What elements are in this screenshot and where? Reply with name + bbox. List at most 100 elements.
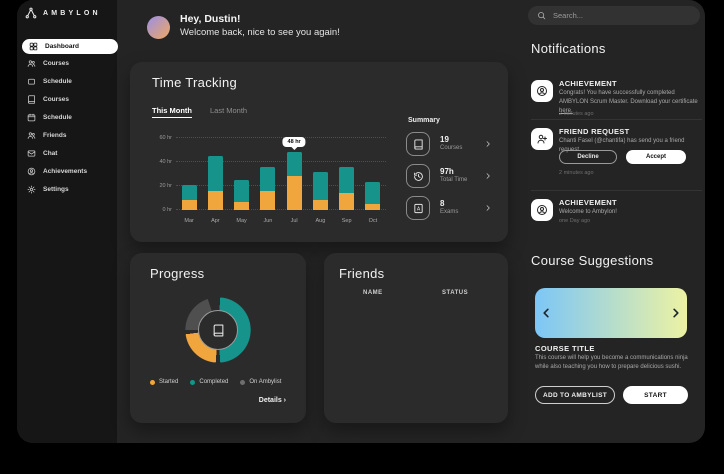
sidebar-item-settings-8[interactable]: Settings bbox=[17, 180, 117, 198]
search-input[interactable] bbox=[553, 11, 691, 20]
node-graph-icon bbox=[25, 7, 37, 19]
sidebar-item-label: Settings bbox=[43, 185, 69, 193]
sidebar-item-dashboard-0[interactable]: Dashboard bbox=[22, 39, 118, 54]
progress-donut-center bbox=[198, 310, 238, 350]
bar-may[interactable] bbox=[229, 138, 255, 210]
chart-xtick: May bbox=[236, 218, 247, 224]
bar-segment-completed bbox=[339, 166, 355, 194]
envelope-icon bbox=[27, 149, 36, 158]
notification-achievement-0: ACHIEVEMENT Congrats! You have successful… bbox=[531, 78, 703, 118]
summary-title: Summary bbox=[408, 117, 440, 124]
bar-segment-started bbox=[365, 204, 381, 210]
accept-button[interactable]: Accept bbox=[626, 150, 686, 164]
notification-type: ACHIEVEMENT bbox=[559, 198, 617, 207]
bar-segment-completed bbox=[234, 180, 250, 202]
summary-label: Courses bbox=[440, 145, 463, 151]
sidebar-item-label: Courses bbox=[43, 95, 70, 103]
summary-item-exams[interactable]: A 8 Exams bbox=[406, 196, 492, 220]
chart-xtick: Apr bbox=[211, 218, 220, 224]
exam-icon: A bbox=[406, 196, 430, 220]
bar-segment-completed bbox=[260, 166, 276, 191]
notifications-heading: Notifications bbox=[531, 41, 606, 56]
notification-time: one Day ago bbox=[559, 218, 591, 224]
bar-segment-started bbox=[286, 176, 302, 210]
bar-apr[interactable] bbox=[202, 138, 228, 210]
start-course-button[interactable]: START bbox=[623, 386, 688, 404]
sidebar-item-courses-3[interactable]: Courses bbox=[17, 90, 117, 108]
sidebar-item-achievements-7[interactable]: Achievements bbox=[17, 162, 117, 180]
time-tracking-card: Time Tracking This Month Last Month 0 hr… bbox=[130, 62, 508, 242]
bar-jun[interactable] bbox=[255, 138, 281, 210]
chart-ytick: 20 hr bbox=[159, 183, 172, 189]
course-title: COURSE TITLE bbox=[535, 344, 595, 353]
bar-segment-started bbox=[234, 201, 250, 210]
notification-body: Welcome to Ambylon! bbox=[559, 209, 617, 215]
friends-col-name: NAME bbox=[363, 290, 383, 296]
sidebar-item-schedule-2[interactable]: Schedule bbox=[17, 72, 117, 90]
sidebar-item-schedule-4[interactable]: Schedule bbox=[17, 108, 117, 126]
bar-mar[interactable] bbox=[176, 138, 202, 210]
sidebar-item-courses-1[interactable]: Courses bbox=[17, 54, 117, 72]
tab-this-month[interactable]: This Month bbox=[152, 106, 192, 118]
notification-actions: Decline Accept bbox=[559, 150, 686, 164]
carousel-prev-icon[interactable] bbox=[541, 305, 552, 321]
badge-icon bbox=[27, 167, 36, 176]
carousel-next-icon[interactable] bbox=[670, 305, 681, 321]
chart-ytick: 40 hr bbox=[159, 159, 172, 165]
clock-history-icon bbox=[406, 164, 430, 188]
sidebar-item-friends-5[interactable]: Friends bbox=[17, 126, 117, 144]
bar-segment-completed bbox=[286, 152, 302, 177]
chart-gridline bbox=[176, 161, 386, 162]
book-icon bbox=[27, 94, 36, 104]
progress-details-link[interactable]: Details › bbox=[258, 397, 286, 404]
sidebar-item-label: Dashboard bbox=[45, 43, 79, 50]
bar-segment-completed bbox=[365, 182, 381, 204]
bar-segment-started bbox=[312, 200, 328, 210]
legend-label: On Ambylist bbox=[249, 379, 282, 385]
summary-label: Total Time bbox=[440, 177, 468, 183]
chevron-right-icon bbox=[484, 140, 492, 148]
legend-item-started: Started bbox=[150, 379, 178, 385]
summary-value: 19 bbox=[440, 135, 449, 144]
summary-label: Exams bbox=[440, 209, 459, 215]
decline-button[interactable]: Decline bbox=[559, 150, 617, 164]
sidebar-item-label: Schedule bbox=[43, 77, 72, 85]
sidebar-item-label: Schedule bbox=[43, 113, 72, 121]
course-suggestions-heading: Course Suggestions bbox=[531, 253, 654, 268]
chart-ytick: 60 hr bbox=[159, 135, 172, 141]
bar-segment-completed bbox=[207, 156, 223, 191]
chart-xlabels: Mar Apr May Jun Jul Aug Sep Oct bbox=[176, 218, 386, 224]
greeting-subtitle: Welcome back, nice to see you again! bbox=[180, 27, 340, 38]
summary-item-total-time[interactable]: 97h Total Time bbox=[406, 164, 492, 188]
notification-divider bbox=[531, 119, 702, 120]
add-to-ambylist-button[interactable]: ADD TO AMBYLIST bbox=[535, 386, 615, 404]
progress-card: Progress Started Completed On Ambylist Det… bbox=[130, 253, 306, 423]
brand-name: AMBYLON bbox=[43, 9, 101, 17]
time-tracking-title: Time Tracking bbox=[152, 75, 238, 90]
chart-xtick: Jul bbox=[290, 218, 298, 224]
sidebar-nav: Dashboard Courses Schedule Courses Schedule F… bbox=[17, 39, 118, 198]
bar-sep[interactable] bbox=[334, 138, 360, 210]
chart-xtick: Oct bbox=[368, 218, 378, 224]
summary-value: 8 bbox=[440, 199, 445, 208]
tab-last-month[interactable]: Last Month bbox=[210, 106, 248, 115]
bar-aug[interactable] bbox=[307, 138, 333, 210]
course-suggestion-carousel[interactable] bbox=[535, 288, 687, 338]
certificate-link[interactable]: here. bbox=[559, 108, 573, 114]
users-icon bbox=[27, 59, 36, 68]
chart-ytick: 0 hr bbox=[162, 207, 172, 213]
svg-text:A: A bbox=[416, 206, 420, 212]
chart-gridline bbox=[176, 137, 386, 138]
summary-item-courses[interactable]: 19 Courses bbox=[406, 132, 492, 156]
bar-jul[interactable] bbox=[281, 138, 307, 210]
bar-oct[interactable] bbox=[360, 138, 386, 210]
sidebar-item-chat-6[interactable]: Chat bbox=[17, 144, 117, 162]
notification-time: 2 minutes ago bbox=[559, 170, 594, 176]
bar-segment-completed bbox=[312, 171, 328, 201]
sidebar-item-label: Achievements bbox=[43, 167, 88, 175]
bar-segment-completed bbox=[181, 184, 197, 201]
notification-friend-request-1: FRIEND REQUEST Chanti Fasel (@chantifa) h… bbox=[531, 126, 703, 176]
notification-type: FRIEND REQUEST bbox=[559, 127, 630, 136]
chevron-right-icon bbox=[484, 172, 492, 180]
legend-dot bbox=[240, 379, 246, 385]
